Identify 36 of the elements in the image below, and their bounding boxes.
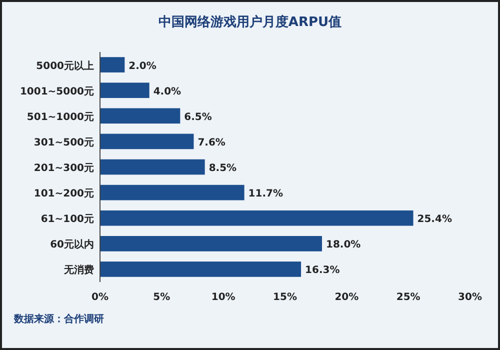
y-tick-label: 无消费 bbox=[63, 264, 94, 276]
x-tick-label: 20% bbox=[334, 292, 359, 303]
bar bbox=[100, 159, 205, 175]
data-label: 6.5% bbox=[184, 112, 212, 123]
data-label: 11.7% bbox=[248, 188, 284, 200]
data-label: 4.0% bbox=[153, 86, 182, 98]
data-label: 18.0% bbox=[326, 240, 361, 251]
x-tick-label: 30% bbox=[458, 292, 482, 303]
source-note: 数据来源：合作调研 bbox=[13, 313, 104, 325]
bar bbox=[100, 134, 194, 150]
bar bbox=[100, 210, 414, 226]
bar bbox=[100, 82, 150, 98]
y-tick-label: 301~500元 bbox=[34, 136, 94, 148]
x-tick-label: 10% bbox=[211, 292, 236, 303]
data-label: 16.3% bbox=[305, 265, 340, 276]
bar bbox=[100, 108, 180, 124]
data-label: 2.0% bbox=[128, 60, 156, 72]
data-label: 8.5% bbox=[208, 163, 237, 174]
y-tick-label: 101~200元 bbox=[34, 188, 94, 200]
y-tick-label: 60元以内 bbox=[50, 238, 94, 251]
chart-title: 中国网络游戏用户月度ARPU值 bbox=[158, 14, 342, 30]
bar bbox=[100, 262, 302, 277]
y-tick-label: 501~1000元 bbox=[26, 110, 94, 123]
bar bbox=[100, 236, 322, 252]
y-tick-label: 61~100元 bbox=[40, 213, 94, 226]
x-tick-label: 15% bbox=[273, 292, 297, 303]
y-tick-label: 1001~5000元 bbox=[20, 85, 94, 98]
bar bbox=[100, 57, 125, 72]
data-label: 25.4% bbox=[417, 214, 452, 226]
y-tick-label: 5000元以上 bbox=[36, 60, 94, 72]
bar bbox=[100, 184, 244, 200]
y-tick-label: 201~300元 bbox=[34, 162, 94, 174]
x-tick-label: 0% bbox=[92, 292, 108, 303]
x-tick-label: 25% bbox=[396, 292, 420, 303]
data-label: 7.6% bbox=[198, 137, 226, 148]
x-tick-label: 5% bbox=[153, 292, 170, 303]
